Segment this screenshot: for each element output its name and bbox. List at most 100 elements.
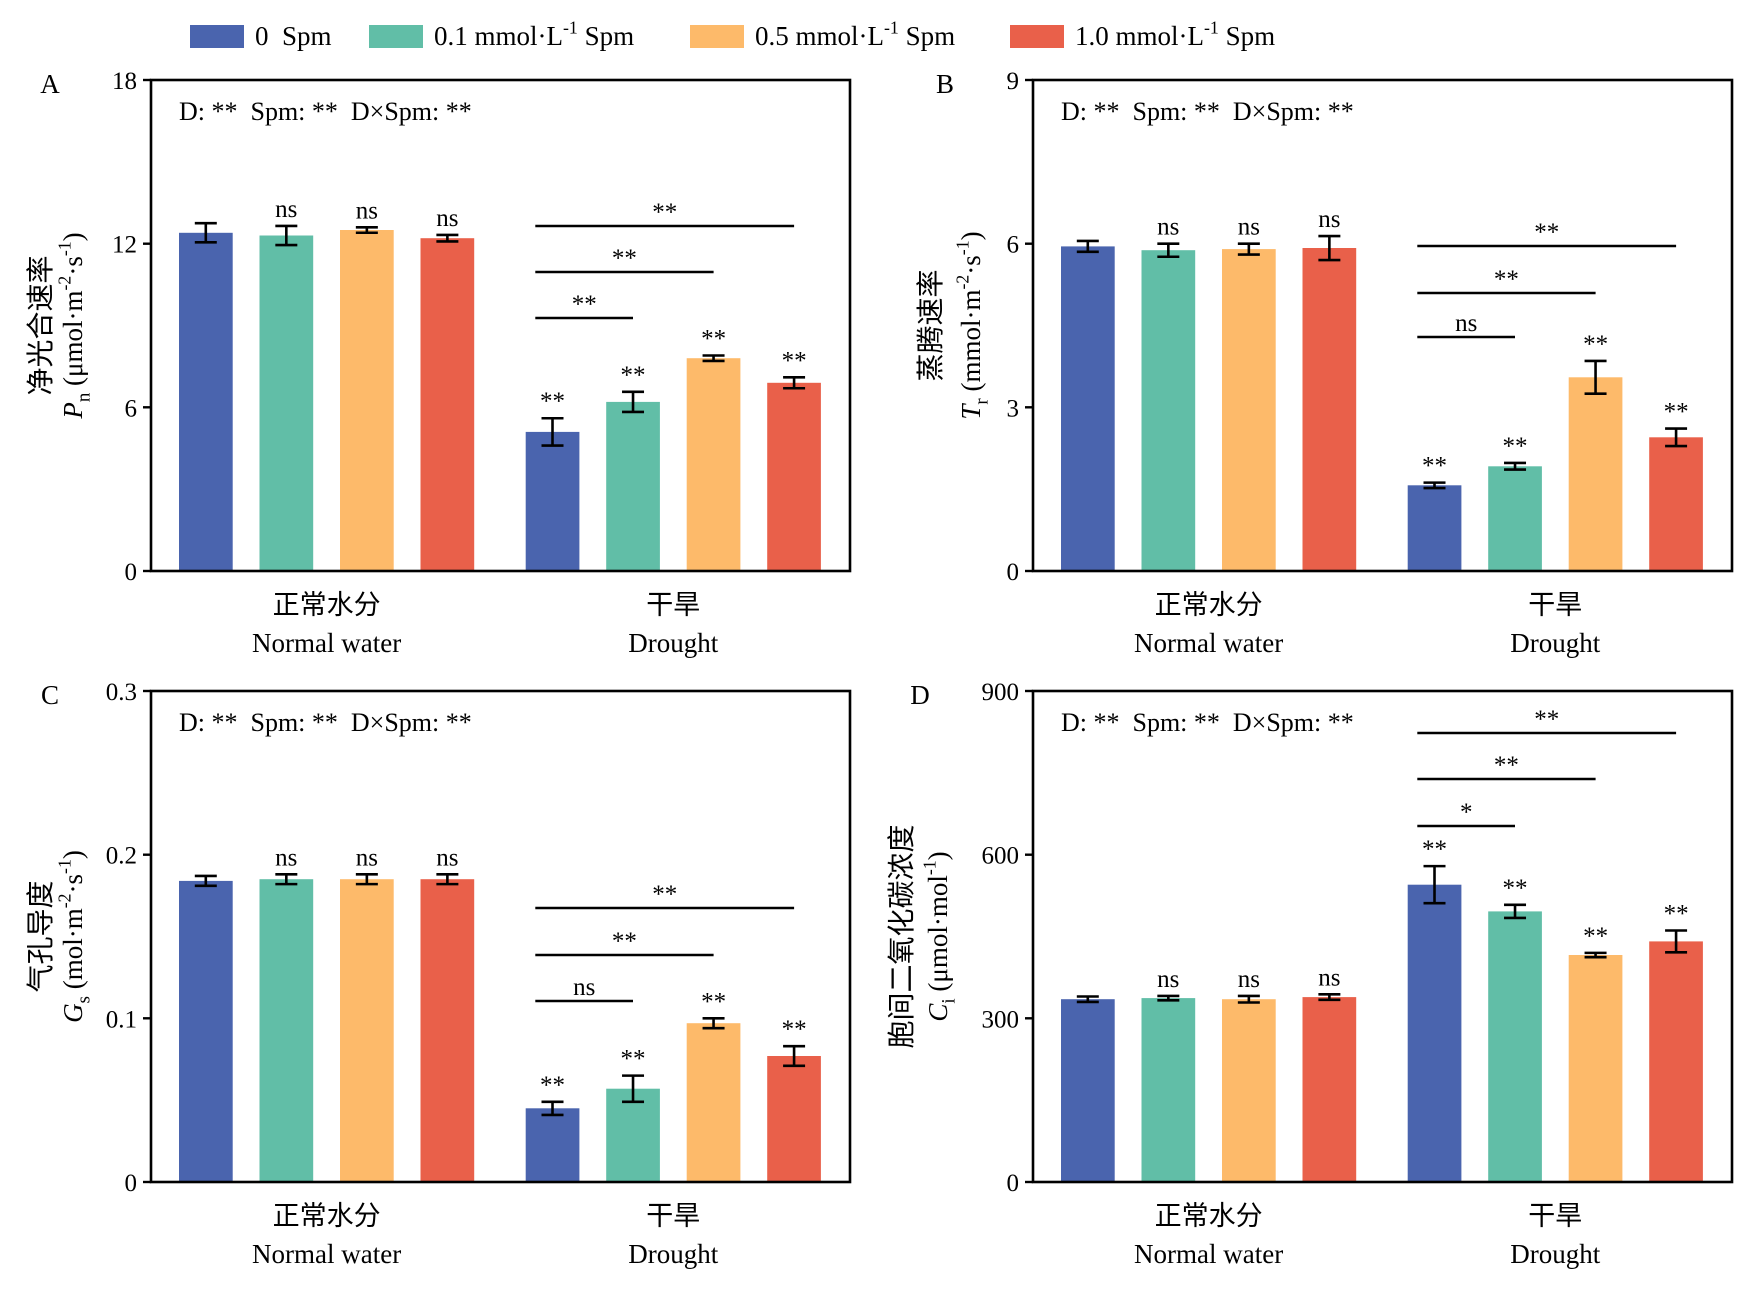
- plot-frame: [1031, 689, 1734, 1184]
- legend-label-part: 0 Spm: [255, 21, 332, 51]
- legend-label-part: Spm: [899, 21, 955, 51]
- bar: [1061, 246, 1115, 571]
- y-axis-title-part: ): [58, 850, 88, 859]
- bar: [606, 401, 660, 571]
- panel-label: B: [936, 69, 954, 99]
- y-axis-title-part: C: [923, 1003, 953, 1022]
- bar: [340, 230, 394, 571]
- x-category-label-en: Drought: [1510, 1239, 1600, 1269]
- x-category-label-en: Drought: [628, 1239, 718, 1269]
- bar: [1488, 466, 1542, 571]
- comparison-label: **: [1534, 706, 1559, 733]
- bar: [179, 232, 233, 572]
- bar: [686, 358, 741, 571]
- bar: [179, 880, 233, 1182]
- x-category-label-cn: 正常水分: [1155, 1201, 1263, 1231]
- significance-label: **: [782, 347, 807, 374]
- bar: [340, 879, 394, 1182]
- comparison-label: **: [612, 928, 637, 955]
- comparison-label: *: [1460, 799, 1473, 826]
- error-bar: [1318, 234, 1341, 262]
- error-bar: [1504, 461, 1527, 471]
- significance-label: **: [1503, 433, 1528, 460]
- comparison-label: **: [652, 199, 677, 226]
- y-axis-title: Tr (mmol·m-2·s-1): [953, 231, 993, 419]
- y-axis-title-part: -1: [953, 240, 973, 255]
- x-category-label-en: Normal water: [252, 628, 401, 658]
- anova-summary: D: ** Spm: ** D×Spm: **: [179, 97, 472, 126]
- x-category-label-en: Normal water: [252, 1239, 401, 1269]
- bar: [420, 879, 475, 1182]
- significance-label: **: [540, 1072, 565, 1099]
- bar: [767, 382, 821, 571]
- x-category-label-en: Drought: [628, 628, 718, 658]
- y-axis-title-part: ·s: [58, 256, 88, 276]
- y-axis-title-part: -1: [55, 859, 75, 874]
- bar: [1407, 485, 1462, 571]
- plot-frame: [1031, 78, 1734, 573]
- significance-label: ns: [1238, 214, 1260, 241]
- legend-label-part: 1.0 mmol·L: [1075, 21, 1204, 51]
- x-category-label-cn: 正常水分: [273, 590, 381, 620]
- significance-label: ns: [1238, 966, 1260, 993]
- error-bar: [1504, 903, 1527, 920]
- legend-swatch: [190, 25, 244, 48]
- comparison-label: **: [1534, 219, 1559, 246]
- error-bar: [1423, 481, 1446, 490]
- anova-summary: D: ** Spm: ** D×Spm: **: [1061, 97, 1354, 126]
- y-tick-label: 0: [1007, 559, 1020, 586]
- error-bar: [436, 233, 459, 243]
- y-axis-title-cn: 胞间二氧化碳浓度: [886, 824, 918, 1048]
- error-bar: [1665, 427, 1688, 448]
- x-category-label-cn: 干旱: [646, 1201, 700, 1231]
- plot-frame: [149, 78, 852, 573]
- y-axis-title-part: ·s: [58, 874, 88, 894]
- y-axis-title-part: T: [956, 403, 986, 420]
- y-tick-label: 0.2: [106, 843, 137, 870]
- bar: [686, 1023, 741, 1182]
- y-axis-title-part: -2: [55, 893, 75, 908]
- bar: [1407, 884, 1462, 1182]
- y-axis-title-part: (mmol·m: [956, 290, 986, 399]
- error-bar: [1157, 994, 1180, 1002]
- panel-label: D: [910, 680, 930, 710]
- legend-label: 1.0 mmol·L-1 Spm: [1075, 18, 1275, 51]
- y-tick-label: 300: [982, 1006, 1020, 1033]
- x-category-label-cn: 干旱: [646, 590, 700, 620]
- y-axis-title-part: (mol·m: [58, 908, 88, 996]
- significance-label: ns: [356, 197, 378, 224]
- legend-swatch: [690, 25, 744, 48]
- error-bar: [1076, 995, 1099, 1004]
- y-tick-label: 18: [112, 68, 137, 95]
- y-axis-title-cn: 气孔导度: [25, 880, 57, 992]
- bar: [1141, 250, 1196, 571]
- bar: [1649, 437, 1703, 571]
- y-tick-label: 0: [125, 559, 138, 586]
- error-bar: [355, 873, 378, 886]
- significance-label: **: [621, 362, 646, 389]
- y-axis-title-part: n: [74, 392, 95, 402]
- y-axis-title-part: ): [956, 231, 986, 240]
- x-category-label-cn: 干旱: [1528, 1201, 1582, 1231]
- significance-label: **: [1664, 399, 1689, 426]
- y-axis-title-part: r: [972, 398, 993, 405]
- y-tick-label: 0.3: [106, 679, 137, 706]
- y-tick-label: 12: [112, 232, 137, 259]
- error-bar: [783, 376, 806, 390]
- comparison-label: **: [612, 245, 637, 272]
- significance-label: ns: [436, 205, 458, 232]
- error-bar: [194, 221, 217, 244]
- y-axis-title-part: ): [58, 232, 88, 241]
- y-axis-title-cn: 净光合速率: [25, 255, 57, 395]
- error-bar: [702, 1017, 725, 1030]
- error-bar: [1076, 239, 1099, 254]
- error-bar: [275, 224, 298, 247]
- bar: [420, 238, 475, 571]
- significance-label: **: [782, 1016, 807, 1043]
- x-category-label-en: Drought: [1510, 628, 1600, 658]
- y-axis-title: Ci (μmol·mol-1): [920, 851, 960, 1021]
- error-bar: [1237, 994, 1260, 1004]
- significance-label: **: [1503, 875, 1528, 902]
- bar: [1061, 999, 1115, 1182]
- y-axis-title-part: i: [939, 998, 960, 1003]
